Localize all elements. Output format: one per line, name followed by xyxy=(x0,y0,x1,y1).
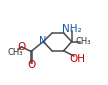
Text: O: O xyxy=(28,60,36,70)
Text: CH₃: CH₃ xyxy=(75,37,91,46)
Text: O: O xyxy=(17,42,25,52)
Text: N: N xyxy=(39,36,46,46)
Text: NH₂: NH₂ xyxy=(62,24,81,33)
Text: OH: OH xyxy=(69,54,85,64)
Text: CH₃: CH₃ xyxy=(7,48,23,57)
